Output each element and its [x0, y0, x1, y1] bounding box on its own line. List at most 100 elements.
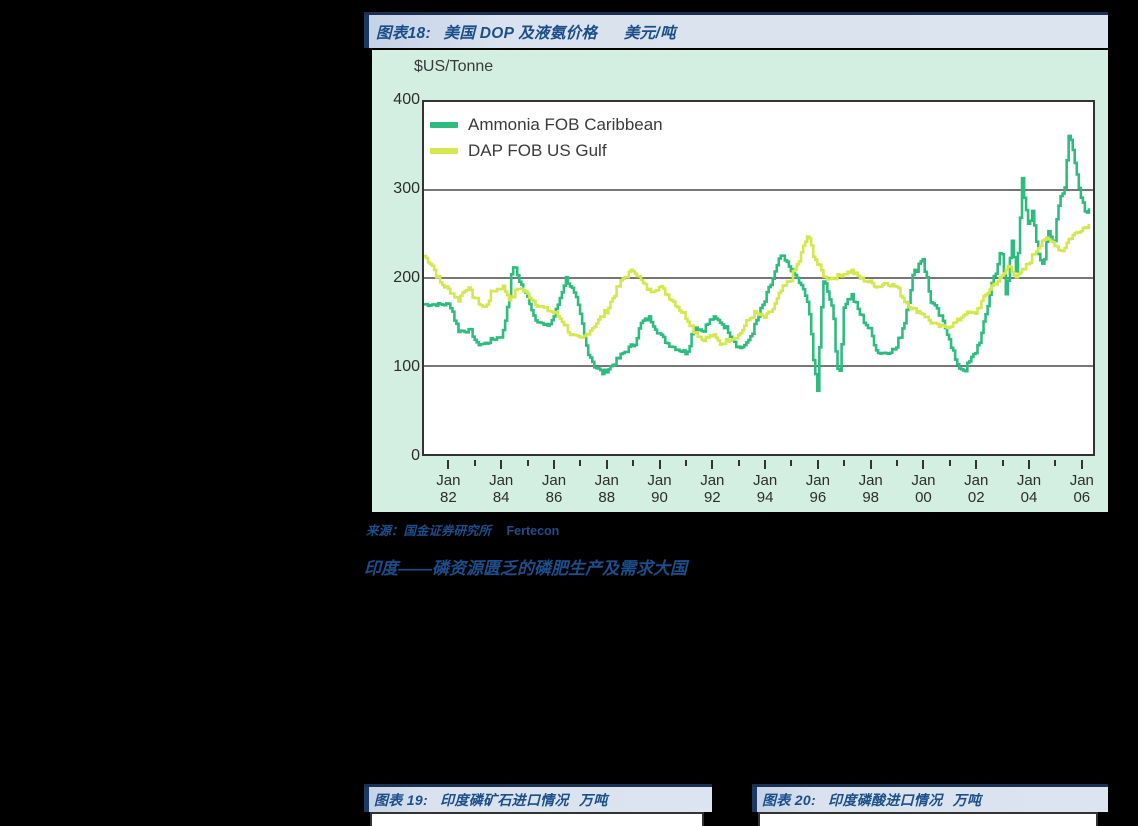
figure-20-caption-title: 印度磷酸进口情况	[828, 791, 943, 808]
x-tick-label: Jan 00	[911, 472, 935, 506]
x-tick-month: Jan	[858, 472, 883, 489]
x-tick-year: 04	[1020, 489, 1038, 506]
figure-18-caption-title: 美国 DOP 及液氨价格	[443, 24, 598, 42]
source-label: 来源：国金证券研究所	[366, 524, 492, 538]
x-tick-year: 82	[440, 489, 457, 506]
figure-20-caption: 图表 20: 印度磷酸进口情况 万吨	[762, 790, 981, 810]
x-tick-label: Jan 02	[964, 472, 988, 506]
x-tick-mark	[552, 460, 555, 469]
x-tick-month: Jan	[1069, 472, 1094, 489]
caption-left-edge	[364, 15, 369, 48]
y-tick-label: 100	[393, 358, 420, 375]
x-tick-month: Jan	[700, 472, 725, 489]
x-tick-mark	[896, 460, 899, 466]
x-tick-label: Jan 90	[647, 472, 671, 506]
x-tick-mark	[605, 460, 608, 469]
y-tick-label: 0	[411, 447, 420, 464]
legend-label: Ammonia FOB Caribbean	[468, 115, 663, 134]
x-tick-year: 06	[1073, 489, 1091, 506]
x-tick-label: Jan 04	[1017, 472, 1041, 506]
x-tick-mark	[922, 460, 925, 469]
legend-item: Ammonia FOB Caribbean	[430, 112, 663, 138]
x-tick-label: Jan 96	[806, 472, 830, 506]
y-tick-label: 400	[393, 91, 420, 108]
figure-18-source: 来源：国金证券研究所 Fertecon	[366, 520, 559, 539]
x-tick-month: Jan	[647, 472, 672, 489]
x-tick-year: 00	[915, 489, 932, 506]
x-tick-mark	[843, 460, 846, 466]
x-tick-mark	[869, 460, 872, 469]
x-tick-label: Jan 88	[595, 472, 619, 506]
y-tick-label: 300	[393, 180, 420, 197]
x-tick-mark	[500, 460, 503, 469]
figure-20-caption-bar: 图表 20: 印度磷酸进口情况 万吨	[752, 784, 1108, 812]
x-tick-label: Jan 84	[489, 472, 513, 506]
y-axis-title: $US/Tonne	[414, 58, 494, 75]
figure-20-caption-unit: 万吨	[952, 791, 982, 808]
x-tick-label: Jan 82	[436, 472, 460, 506]
x-tick-label: Jan 94	[753, 472, 777, 506]
x-tick-mark	[684, 460, 687, 466]
plot-area	[422, 100, 1095, 456]
figure-18-block: 图表18: 美国 DOP 及液氨价格 美元/吨 $US/Tonne 0 100 20…	[364, 12, 1108, 538]
x-tick-mark	[526, 460, 529, 466]
x-tick-mark	[711, 460, 714, 469]
x-tick-mark	[764, 460, 767, 469]
figure-18-caption-bar: 图表18: 美国 DOP 及液氨价格 美元/吨	[364, 12, 1108, 48]
series-line	[424, 134, 1091, 393]
x-tick-mark	[790, 460, 793, 466]
figure-19-caption-bar: 图表 19: 印度磷矿石进口情况 万吨	[364, 784, 712, 812]
x-tick-mark	[632, 460, 635, 466]
x-tick-month: Jan	[541, 472, 567, 489]
x-tick-month: Jan	[436, 472, 461, 489]
x-tick-month: Jan	[805, 472, 830, 489]
x-tick-month: Jan	[1016, 472, 1042, 489]
x-tick-month: Jan	[489, 472, 514, 489]
x-tick-mark	[658, 460, 661, 469]
figure-19-chart-area	[370, 812, 704, 826]
x-tick-year: 84	[492, 489, 510, 506]
x-tick-month: Jan	[594, 472, 619, 489]
y-tick-label: 200	[393, 269, 420, 286]
x-tick-year: 86	[545, 489, 563, 506]
figure-20-block: 图表 20: 印度磷酸进口情况 万吨	[752, 784, 1108, 826]
x-tick-month: Jan	[753, 472, 778, 489]
figure-20-caption-prefix: 图表 20:	[762, 791, 816, 808]
x-tick-mark	[473, 460, 476, 466]
x-tick-mark	[1028, 460, 1031, 469]
chart-lines	[424, 134, 1093, 393]
x-tick-label: Jan 86	[542, 472, 566, 506]
x-tick-mark	[579, 460, 582, 466]
caption-left-edge	[752, 787, 757, 812]
figure-19-caption: 图表 19: 印度磷矿石进口情况 万吨	[374, 790, 608, 810]
legend-item: DAP FOB US Gulf	[430, 138, 663, 164]
legend-swatch	[430, 122, 458, 128]
series-line	[424, 223, 1091, 346]
chart-legend: Ammonia FOB Caribbean DAP FOB US Gulf	[430, 112, 663, 164]
x-tick-mark	[816, 460, 819, 469]
y-axis-ticks: 0 100 200 300 400	[374, 91, 420, 464]
figure-18-caption-unit: 美元/吨	[623, 24, 676, 42]
figure-20-chart-area	[758, 812, 1098, 826]
x-axis-ticks: Jan 82 Jan 84 Jan 86 Jan 88 Jan 90 Jan 92 Jan 94 Jan 96…	[422, 460, 1095, 508]
x-tick-year: 88	[598, 489, 616, 506]
x-tick-year: 02	[967, 489, 985, 506]
figure-19-caption-prefix: 图表 19:	[374, 791, 428, 808]
x-tick-mark	[948, 460, 951, 466]
source-name: Fertecon	[506, 524, 560, 538]
x-tick-label: Jan 92	[700, 472, 724, 506]
figure-19-caption-unit: 万吨	[579, 791, 608, 808]
caption-left-edge	[364, 787, 369, 812]
x-tick-mark	[1080, 460, 1083, 469]
section-heading: 印度——磷资源匮乏的磷肥生产及需求大国	[364, 559, 687, 578]
x-tick-month: Jan	[964, 472, 989, 489]
x-tick-mark	[447, 460, 450, 469]
legend-swatch	[430, 148, 458, 154]
x-tick-year: 90	[651, 489, 668, 506]
x-tick-year: 92	[703, 489, 721, 506]
figure-18-caption-prefix: 图表18:	[376, 24, 431, 42]
x-tick-month: Jan	[911, 472, 936, 489]
x-tick-mark	[975, 460, 978, 469]
chart-panel: $US/Tonne 0 100 200 300 400 Ammonia FOB Cari…	[372, 50, 1108, 512]
x-tick-label: Jan 06	[1070, 472, 1094, 506]
